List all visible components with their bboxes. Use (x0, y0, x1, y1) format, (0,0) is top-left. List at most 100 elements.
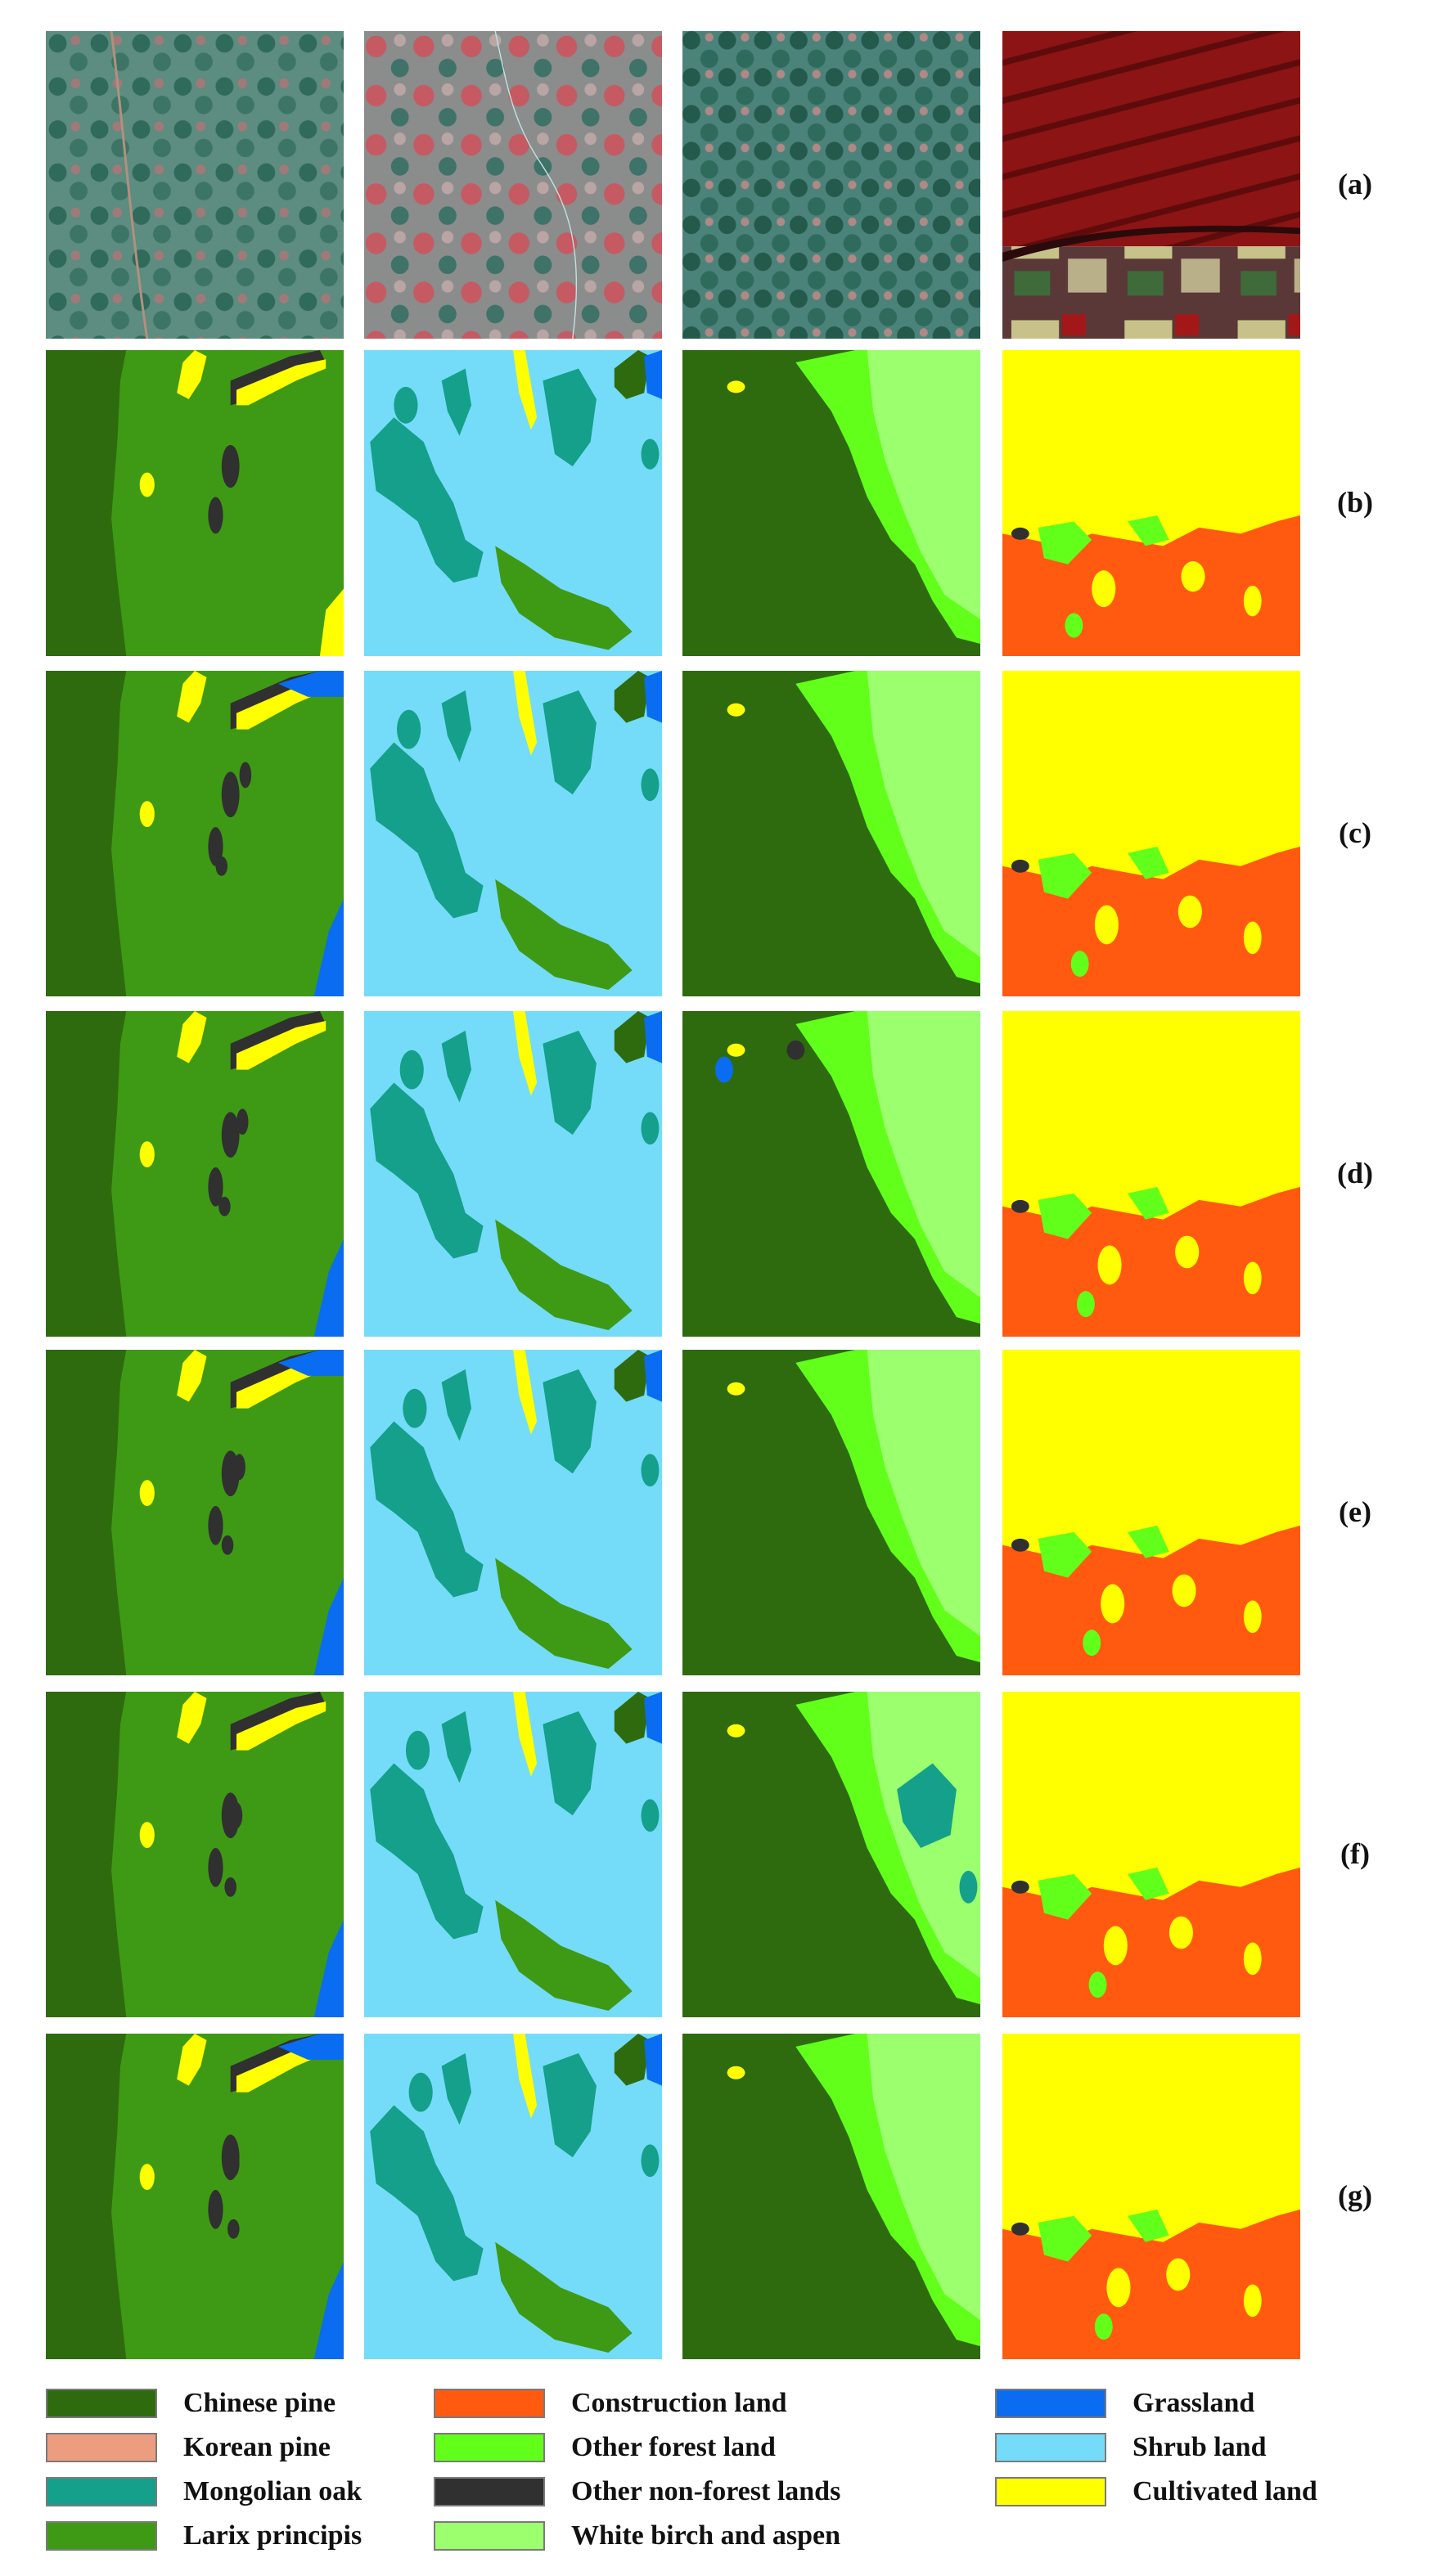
class-region (1243, 1600, 1262, 1634)
class-region (1097, 1245, 1122, 1285)
class-region (1094, 2313, 1113, 2340)
legend-label: Cultivated land (1133, 2476, 1317, 2506)
class-region (1243, 1942, 1262, 1976)
class-region (786, 1040, 805, 1060)
class-region (1077, 1291, 1095, 1318)
class-region (370, 2105, 484, 2282)
panel-g-col4 (1002, 2034, 1300, 2359)
legend-swatch (434, 2389, 545, 2418)
class-region (218, 1196, 231, 1216)
panel-d-col4 (1002, 1011, 1300, 1337)
class-region (405, 1730, 430, 1770)
legend-label: Shrub land (1133, 2432, 1267, 2462)
legend-swatch (995, 2477, 1106, 2506)
panel-d-col1 (46, 1011, 344, 1337)
class-region (227, 2151, 240, 2178)
class-region (1038, 2215, 1092, 2262)
class-region (441, 690, 472, 762)
class-region (1038, 1531, 1092, 1578)
class-region (727, 1043, 745, 1057)
class-region (139, 1141, 155, 1168)
class-region (641, 1454, 660, 1487)
class-region (1011, 1199, 1029, 1213)
class-region (177, 671, 207, 723)
class-region (641, 438, 660, 470)
legend-label: Mongolian oak (183, 2476, 363, 2506)
legend-swatch (46, 2389, 157, 2418)
class-region (614, 1011, 651, 1063)
class-region (513, 1692, 538, 1777)
class-region (239, 762, 252, 789)
class-region (495, 879, 633, 991)
legend-swatch (434, 2521, 545, 2551)
class-region (177, 1692, 207, 1744)
class-region (221, 444, 240, 488)
class-region (313, 1919, 344, 2017)
class-region (208, 827, 223, 866)
class-region (177, 350, 207, 399)
panel-c-col2 (364, 671, 662, 996)
row-label-a: (a) (1338, 168, 1372, 200)
class-region (1088, 1971, 1107, 1998)
class-region (644, 1011, 662, 1063)
panel-f-col3 (682, 1692, 980, 2017)
row-label-e: (e) (1339, 1495, 1371, 1528)
class-region (208, 1848, 223, 1887)
class-region (313, 1239, 344, 1337)
class-region (1103, 1926, 1128, 1966)
legend-swatch (995, 2389, 1106, 2418)
class-region (1166, 2258, 1191, 2291)
class-region (543, 1711, 597, 1816)
class-region (46, 350, 127, 656)
panel-g-col1 (46, 2034, 344, 2359)
panel-a-col4 (1002, 31, 1300, 339)
class-region (641, 2144, 660, 2178)
class-region (441, 1369, 472, 1441)
class-region (1172, 1574, 1196, 1607)
class-region (641, 768, 660, 802)
class-region (543, 1030, 597, 1135)
class-region (177, 1350, 207, 1402)
class-region (227, 2219, 240, 2239)
class-region (236, 1108, 249, 1135)
class-region (897, 1763, 957, 1849)
class-region (1127, 1525, 1169, 1558)
class-region (236, 1020, 326, 1070)
class-region (727, 1382, 745, 1396)
class-region (513, 671, 538, 756)
legend-label: Construction land (571, 2388, 787, 2418)
class-region (1106, 2268, 1131, 2308)
class-region (867, 671, 980, 958)
class-region (1065, 613, 1083, 638)
panel-a-col3 (682, 31, 980, 339)
class-region (644, 1692, 662, 1744)
legend-swatch (46, 2477, 157, 2506)
class-region (644, 2034, 662, 2086)
class-region (543, 1369, 597, 1474)
class-region (46, 2034, 127, 2359)
class-region (1092, 570, 1116, 608)
class-region (46, 1692, 127, 2017)
class-region (614, 350, 651, 399)
class-region (277, 2034, 344, 2060)
class-region (394, 386, 418, 424)
class-region (370, 1082, 484, 1259)
class-region (1127, 1186, 1169, 1220)
class-region (277, 1350, 344, 1376)
class-region (1127, 1867, 1169, 1900)
class-region (1175, 1235, 1200, 1269)
aerial-image-village (1002, 246, 1300, 339)
class-region (313, 1577, 344, 1675)
class-region (1038, 1873, 1092, 1920)
class-region (215, 856, 228, 876)
class-region (1243, 921, 1262, 955)
class-region (441, 2052, 472, 2125)
class-region (543, 690, 597, 795)
panel-g-col3 (682, 2034, 980, 2359)
class-region (46, 1350, 127, 1675)
legend-swatch (995, 2433, 1106, 2462)
class-region (727, 380, 745, 393)
class-region (513, 2034, 538, 2119)
class-region (208, 1167, 223, 1207)
legend-label: Grassland (1133, 2388, 1255, 2418)
